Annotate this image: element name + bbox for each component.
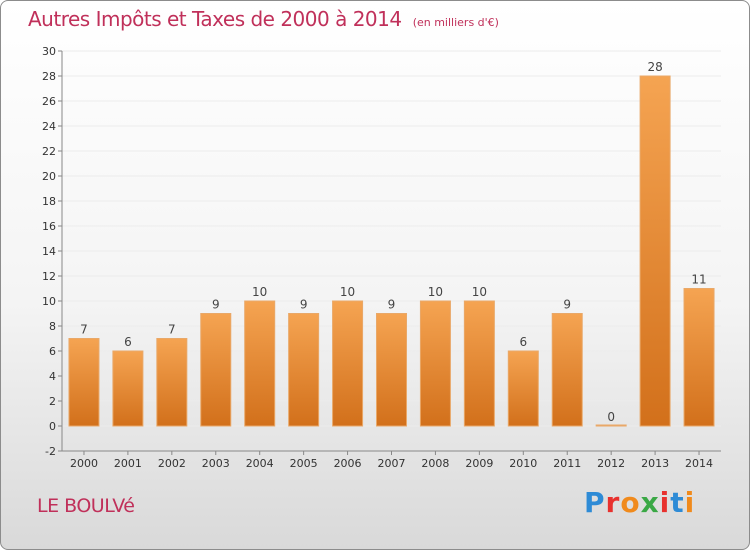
y-tick-label: 20 — [42, 170, 56, 183]
title-text: Autres Impôts et Taxes de 2000 à 2014 — [28, 7, 402, 31]
y-tick-label: 24 — [42, 120, 56, 133]
x-tick-label: 2008 — [421, 457, 449, 470]
x-tick-label: 2004 — [246, 457, 274, 470]
bar — [507, 350, 539, 427]
bar — [551, 313, 583, 427]
brand-letter: t — [670, 486, 685, 519]
bar — [595, 424, 627, 427]
location-name: LE BOULVé — [37, 495, 135, 517]
brand-letter: r — [605, 486, 621, 519]
bars — [68, 75, 715, 427]
brand-letter: P — [584, 486, 606, 519]
x-tick-label: 2009 — [465, 457, 493, 470]
data-label: 10 — [472, 285, 487, 299]
data-label: 9 — [563, 298, 571, 312]
y-tick-label: 8 — [49, 320, 56, 333]
y-tick-label: 22 — [42, 145, 56, 158]
brand-letter: i — [659, 486, 671, 519]
data-labels: 7 6 7 9 10 9 10 9 10 10 6 9 0 28 11 — [80, 60, 707, 424]
y-tick-label: 26 — [42, 95, 56, 108]
x-tick-label: 2012 — [597, 457, 625, 470]
bar — [288, 313, 320, 427]
data-label: 28 — [647, 60, 662, 74]
x-tick-label: 2014 — [685, 457, 713, 470]
data-label: 6 — [519, 335, 527, 349]
x-tick-label: 2001 — [114, 457, 142, 470]
brand-letter: i — [684, 486, 696, 519]
y-tick-label: 30 — [42, 45, 56, 58]
bar — [332, 300, 364, 427]
data-label: 10 — [252, 285, 267, 299]
bar — [244, 300, 276, 427]
y-tick-label: 10 — [42, 295, 56, 308]
y-tick-label: 4 — [49, 370, 56, 383]
bar — [639, 75, 671, 427]
brand-letter: o — [620, 486, 641, 519]
y-tick-label: 2 — [49, 395, 56, 408]
x-tick-label: 2006 — [334, 457, 362, 470]
brand-logo: Proxiti — [584, 486, 695, 519]
bar — [200, 313, 232, 427]
data-label: 9 — [300, 298, 308, 312]
x-tick-label: 2013 — [641, 457, 669, 470]
data-label: 9 — [388, 298, 396, 312]
data-label: 10 — [428, 285, 443, 299]
x-tick-label: 2005 — [290, 457, 318, 470]
data-label: 10 — [340, 285, 355, 299]
data-label: 9 — [212, 298, 220, 312]
bar — [463, 300, 495, 427]
data-label: 7 — [168, 323, 176, 337]
bar — [68, 338, 100, 427]
y-tick-label: 14 — [42, 245, 56, 258]
y-tick-label: -2 — [45, 445, 56, 458]
bar — [419, 300, 451, 427]
bar — [156, 338, 188, 427]
bar — [112, 350, 144, 427]
data-label: 11 — [691, 273, 706, 287]
x-tick-label: 2010 — [509, 457, 537, 470]
y-tick-label: 28 — [42, 70, 56, 83]
x-tick-label: 2000 — [70, 457, 98, 470]
brand-letter: x — [640, 486, 660, 519]
x-tick-label: 2011 — [553, 457, 581, 470]
axes — [58, 50, 721, 455]
x-tick-label: 2003 — [202, 457, 230, 470]
x-tick-label: 2007 — [378, 457, 406, 470]
bar — [683, 288, 715, 427]
y-tick-label: 6 — [49, 345, 56, 358]
data-label: 6 — [124, 335, 132, 349]
data-label: 0 — [607, 410, 615, 424]
x-tick-label: 2002 — [158, 457, 186, 470]
x-tick-labels: 2000 2001 2002 2003 2004 2005 2006 2007 2008 2009… — [70, 457, 713, 470]
y-tick-label: 18 — [42, 195, 56, 208]
y-tick-label: 0 — [49, 420, 56, 433]
unit-text: (en milliers d'€) — [412, 16, 499, 29]
data-label: 7 — [80, 323, 88, 337]
chart-title: Autres Impôts et Taxes de 2000 à 2014 (e… — [28, 7, 499, 31]
bar — [376, 313, 407, 427]
y-tick-label: 12 — [42, 270, 56, 283]
y-tick-label: 16 — [42, 220, 56, 233]
